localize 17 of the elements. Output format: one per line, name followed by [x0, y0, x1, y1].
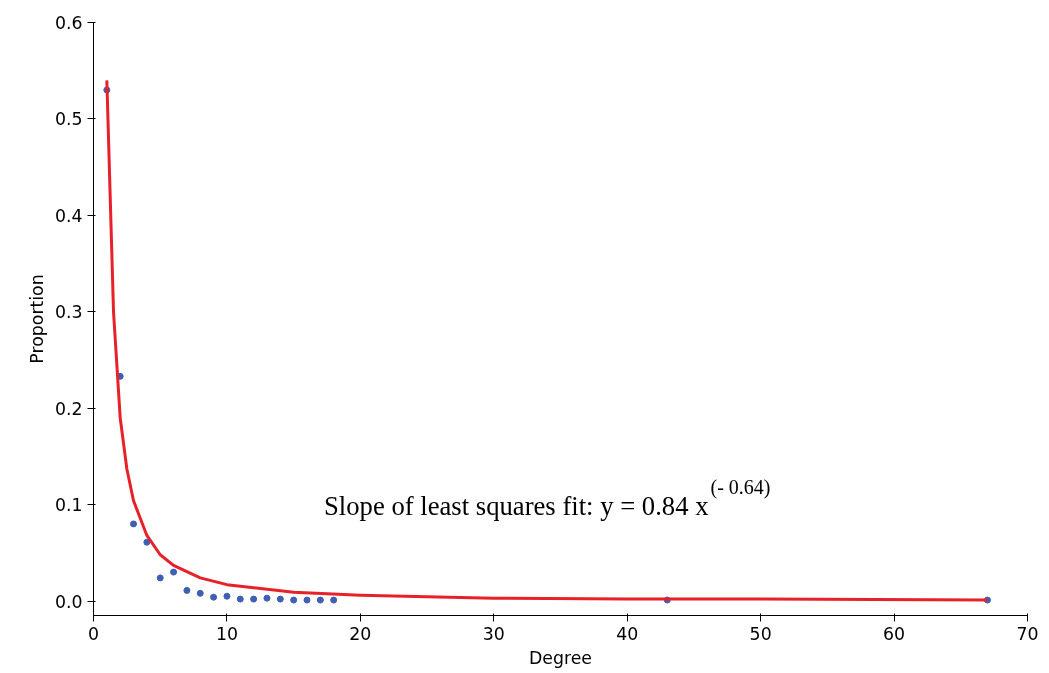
y-tick-label: 0.2 — [54, 398, 83, 419]
y-tick-label: 0.4 — [54, 205, 83, 226]
x-tick-label: 10 — [215, 623, 238, 644]
x-axis-title: Degree — [528, 647, 593, 668]
x-tick-label: 20 — [349, 623, 372, 644]
x-tick-label: 0 — [87, 623, 100, 644]
x-tick-label: 30 — [482, 623, 505, 644]
x-tick-label: 70 — [1016, 623, 1039, 644]
y-axis-title: Proportion — [26, 274, 47, 364]
y-tick-label: 0.1 — [54, 495, 83, 516]
x-tick-label: 60 — [883, 623, 906, 644]
x-tick-label: 50 — [749, 623, 772, 644]
y-tick-label: 0.3 — [54, 302, 83, 323]
y-tick-label: 0.6 — [54, 13, 83, 33]
x-tick-label: 40 — [616, 623, 639, 644]
y-tick-label: 0.5 — [54, 109, 83, 130]
y-tick-label: 0.0 — [54, 591, 83, 612]
